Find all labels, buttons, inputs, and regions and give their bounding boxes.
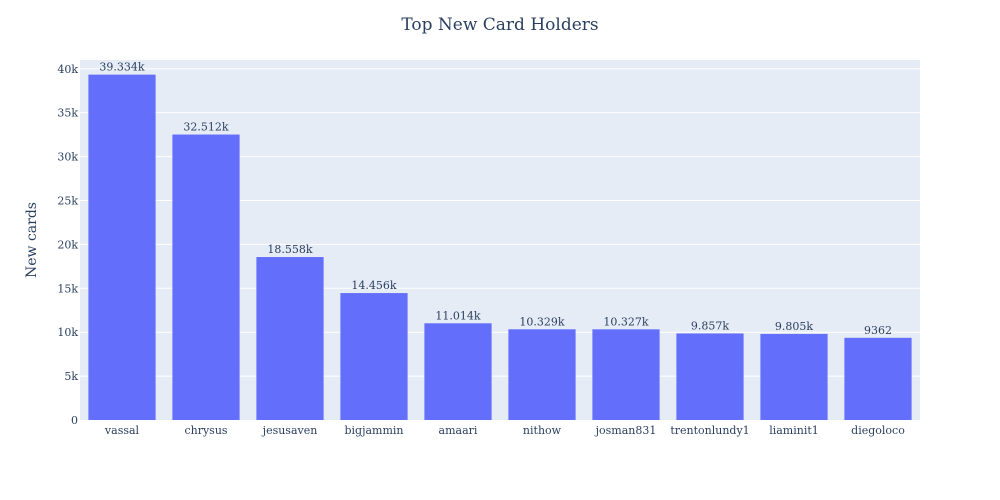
bar-bigjammin bbox=[340, 293, 408, 420]
y-tick-label: 0 bbox=[71, 414, 78, 427]
bar-value-labels: 39.334k 32.512k 18.558k 14.456k 11.014k 10.32… bbox=[99, 61, 892, 337]
bars bbox=[88, 74, 912, 420]
x-tick-label: nithow bbox=[523, 424, 562, 437]
bar-value-label: 14.456k bbox=[351, 279, 396, 292]
x-tick-label: vassal bbox=[104, 424, 140, 437]
y-tick-label: 30k bbox=[57, 151, 78, 164]
y-tick-label: 15k bbox=[57, 282, 78, 295]
bar-value-label: 9.857k bbox=[691, 319, 729, 332]
bar-vassal bbox=[88, 74, 156, 420]
y-tick-label: 35k bbox=[57, 107, 78, 120]
x-tick-label: diegoloco bbox=[851, 424, 905, 437]
bar-trentonlundy1 bbox=[676, 333, 744, 420]
bar-nithow bbox=[508, 329, 576, 420]
x-tick-label: trentonlundy1 bbox=[670, 424, 749, 437]
x-tick-label: josman831 bbox=[594, 424, 657, 437]
x-tick-label: liaminit1 bbox=[769, 424, 819, 437]
x-tick-label: amaari bbox=[439, 424, 478, 437]
bar-value-label: 32.512k bbox=[183, 121, 228, 134]
y-tick-label: 25k bbox=[57, 194, 78, 207]
bar-amaari bbox=[424, 323, 492, 420]
y-tick-label: 5k bbox=[64, 370, 78, 383]
bar-diegoloco bbox=[844, 337, 912, 420]
bar-value-label: 9362 bbox=[864, 324, 892, 337]
bar-jesusaven bbox=[256, 257, 324, 420]
y-axis-title: New cards bbox=[24, 202, 40, 278]
y-tick-label: 40k bbox=[57, 63, 78, 76]
bar-value-label: 11.014k bbox=[435, 309, 480, 322]
y-tick-label: 20k bbox=[57, 238, 78, 251]
bar-value-label: 9.805k bbox=[775, 320, 813, 333]
bar-liaminit1 bbox=[760, 333, 828, 420]
x-axis-ticks: vassal chrysus jesusaven bigjammin amaari nit… bbox=[104, 424, 905, 437]
bar-value-label: 10.329k bbox=[519, 315, 564, 328]
y-tick-label: 10k bbox=[57, 326, 78, 339]
bar-chrysus bbox=[172, 134, 240, 420]
y-axis-ticks: 0 5k 10k 15k 20k 25k 30k 35k 40k bbox=[57, 63, 78, 427]
bar-josman831 bbox=[592, 329, 660, 420]
bar-value-label: 18.558k bbox=[267, 243, 312, 256]
bar-value-label: 10.327k bbox=[603, 315, 648, 328]
x-tick-label: bigjammin bbox=[344, 424, 403, 437]
chart-title: Top New Card Holders bbox=[401, 15, 598, 35]
x-tick-label: jesusaven bbox=[261, 424, 318, 437]
x-tick-label: chrysus bbox=[184, 424, 227, 437]
bar-value-label: 39.334k bbox=[99, 61, 144, 74]
